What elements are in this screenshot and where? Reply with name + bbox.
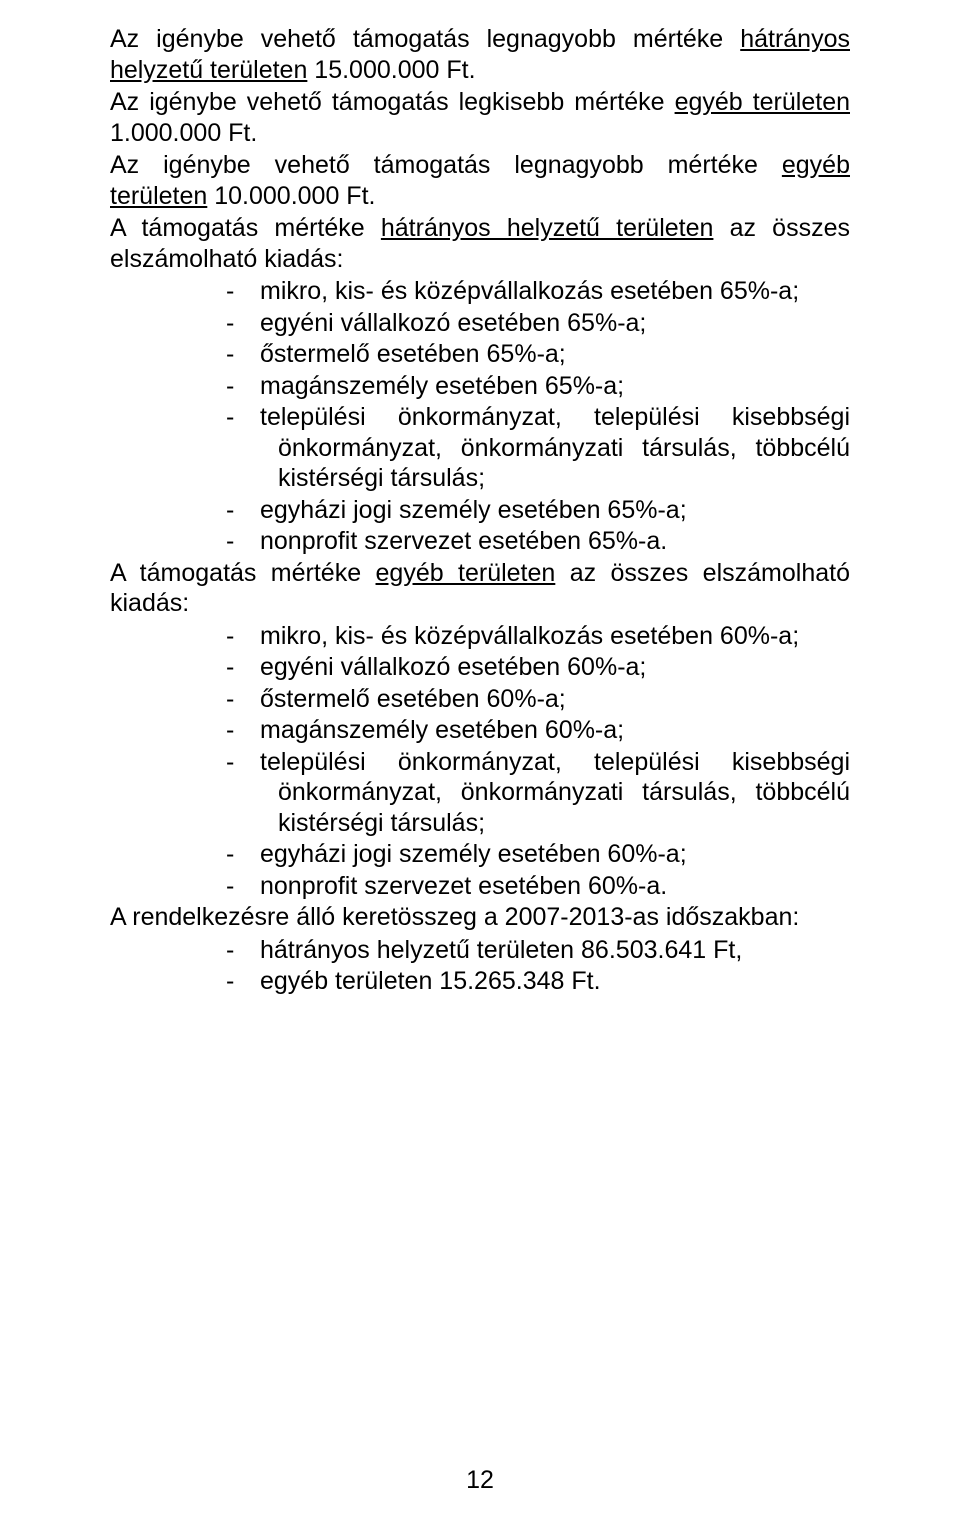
paragraph-keretosszeg: A rendelkezésre álló keretösszeg a 2007-… (110, 902, 850, 933)
dash-icon: - (226, 715, 260, 746)
list-item-text: őstermelő esetében 60%-a; (260, 685, 566, 713)
dash-icon: - (226, 684, 260, 715)
bullet-list-hatranyos: -mikro, kis- és középvállalkozás esetébe… (110, 276, 850, 557)
text: 1.000.000 Ft. (110, 119, 257, 147)
list-item: -mikro, kis- és középvállalkozás esetébe… (110, 276, 850, 307)
text: A támogatás mértéke (110, 559, 376, 587)
list-item-text: egyéni vállalkozó esetében 65%-a; (260, 309, 646, 337)
dash-icon: - (226, 495, 260, 526)
dash-icon: - (226, 839, 260, 870)
list-item: -egyházi jogi személy esetében 65%-a; (110, 495, 850, 526)
text: Az igénybe vehető támogatás legnagyobb m… (110, 25, 740, 53)
dash-icon: - (226, 526, 260, 557)
dash-icon: - (226, 652, 260, 683)
list-item: -nonprofit szervezet esetében 60%-a. (110, 871, 850, 902)
list-item: -magánszemély esetében 60%-a; (110, 715, 850, 746)
list-item-text: magánszemély esetében 60%-a; (260, 716, 624, 744)
list-item: -egyházi jogi személy esetében 60%-a; (110, 839, 850, 870)
bullet-list-keretosszeg: -hátrányos helyzetű területen 86.503.641… (110, 935, 850, 997)
list-item: -őstermelő esetében 65%-a; (110, 339, 850, 370)
dash-icon: - (226, 276, 260, 307)
list-item-text: őstermelő esetében 65%-a; (260, 340, 566, 368)
list-item-text: hátrányos helyzetű területen 86.503.641 … (260, 936, 742, 964)
document-page: Az igénybe vehető támogatás legnagyobb m… (0, 0, 960, 1539)
dash-icon: - (226, 621, 260, 652)
list-item-text: egyéb területen 15.265.348 Ft. (260, 967, 601, 995)
text: Az igénybe vehető támogatás legkisebb mé… (110, 88, 675, 116)
dash-icon: - (226, 402, 260, 433)
page-number: 12 (0, 1466, 960, 1495)
list-item-text: egyházi jogi személy esetében 65%-a; (260, 496, 687, 524)
list-item: -egyéb területen 15.265.348 Ft. (110, 966, 850, 997)
list-item-text: települési önkormányzat, települési kise… (260, 748, 850, 837)
underline-text: egyéb területen (675, 88, 850, 116)
dash-icon: - (226, 747, 260, 778)
list-item-text: mikro, kis- és középvállalkozás esetében… (260, 622, 799, 650)
dash-icon: - (226, 871, 260, 902)
list-item-text: nonprofit szervezet esetében 60%-a. (260, 872, 667, 900)
list-item-text: mikro, kis- és középvállalkozás esetében… (260, 277, 799, 305)
paragraph-mertek-egyeb: A támogatás mértéke egyéb területen az ö… (110, 558, 850, 619)
underline-text: egyéb területen (376, 559, 556, 587)
bullet-list-egyeb: -mikro, kis- és középvállalkozás esetébe… (110, 621, 850, 902)
dash-icon: - (226, 371, 260, 402)
dash-icon: - (226, 308, 260, 339)
dash-icon: - (226, 339, 260, 370)
list-item-text: egyéni vállalkozó esetében 60%-a; (260, 653, 646, 681)
list-item: -egyéni vállalkozó esetében 60%-a; (110, 652, 850, 683)
paragraph-max-egyeb: Az igénybe vehető támogatás legnagyobb m… (110, 150, 850, 211)
paragraph-min-egyeb: Az igénybe vehető támogatás legkisebb mé… (110, 87, 850, 148)
paragraph-mertek-hatranyos: A támogatás mértéke hátrányos helyzetű t… (110, 213, 850, 274)
dash-icon: - (226, 966, 260, 997)
list-item: -mikro, kis- és középvállalkozás esetébe… (110, 621, 850, 652)
list-item: -őstermelő esetében 60%-a; (110, 684, 850, 715)
text: 15.000.000 Ft. (307, 56, 475, 84)
underline-text: hátrányos helyzetű területen (381, 214, 714, 242)
list-item-text: magánszemély esetében 65%-a; (260, 372, 624, 400)
text: Az igénybe vehető támogatás legnagyobb m… (110, 151, 782, 179)
dash-icon: - (226, 935, 260, 966)
list-item-text: egyházi jogi személy esetében 60%-a; (260, 840, 687, 868)
list-item: -nonprofit szervezet esetében 65%-a. (110, 526, 850, 557)
list-item: -hátrányos helyzetű területen 86.503.641… (110, 935, 850, 966)
list-item-text: nonprofit szervezet esetében 65%-a. (260, 527, 667, 555)
list-item: -települési önkormányzat, települési kis… (110, 402, 850, 494)
list-item: -települési önkormányzat, települési kis… (110, 747, 850, 839)
paragraph-max-hatranyos: Az igénybe vehető támogatás legnagyobb m… (110, 24, 850, 85)
list-item: -magánszemély esetében 65%-a; (110, 371, 850, 402)
list-item-text: települési önkormányzat, települési kise… (260, 403, 850, 492)
text: 10.000.000 Ft. (207, 182, 375, 210)
text: A támogatás mértéke (110, 214, 381, 242)
list-item: -egyéni vállalkozó esetében 65%-a; (110, 308, 850, 339)
